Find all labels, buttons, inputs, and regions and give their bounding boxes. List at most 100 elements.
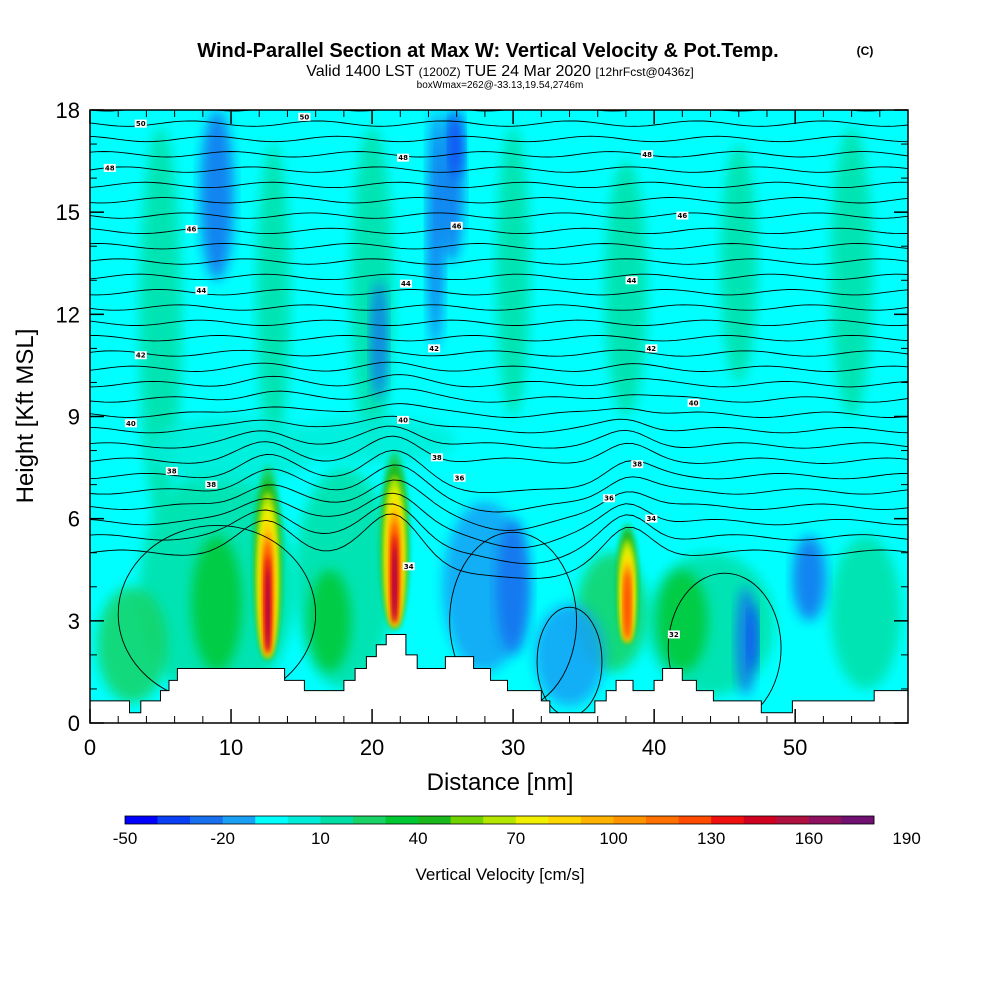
subtitle-valid: Valid 1400 LST: [306, 63, 414, 80]
contour-label-23: 34: [645, 514, 658, 523]
contour-label-12: 42: [428, 344, 441, 353]
colorbar-tick-8: 190: [892, 829, 920, 848]
colorbar-swatch-20: [776, 816, 810, 824]
contour-label-4: 48: [641, 150, 654, 159]
colorbar-swatch-9: [418, 816, 451, 824]
colorbar-swatch-6: [320, 816, 354, 824]
contour-label-bg-2: [103, 163, 116, 172]
theta-contour-20: [90, 243, 908, 250]
theta-contour-11: [90, 374, 908, 388]
colorbar-tick-3: 40: [409, 829, 428, 848]
contour-label-bg-7: [676, 211, 689, 220]
contour-label-bg-19: [430, 453, 443, 462]
contour-label-text-15: 40: [398, 416, 408, 424]
updraft-core-0: [253, 466, 282, 660]
contour-label-24: 34: [402, 562, 415, 571]
contour-label-text-23: 34: [646, 515, 656, 523]
contour-label-13: 42: [645, 344, 658, 353]
contour-label-bg-3: [397, 153, 410, 162]
colorbar-swatch-11: [483, 816, 517, 824]
contour-label-text-8: 44: [197, 287, 207, 295]
contour-label-bg-1: [298, 112, 311, 121]
colorbar-swatch-4: [255, 816, 289, 824]
field-blob-9: [139, 127, 182, 519]
contour-label-text-10: 44: [627, 277, 637, 285]
contour-label-text-17: 38: [167, 467, 177, 475]
contour-labels: 50 50 48 48 48 46 46 46 44 44 44 42 42 42 40 40 40 38 38 38…: [103, 112, 700, 639]
colorbar-swatch-17: [678, 816, 712, 824]
theta-contour-8: [90, 415, 908, 434]
colorbar: -50 -20 10 40 70 100 130 160 190: [113, 815, 921, 848]
plot-area: 50 50 48 48 48 46 46 46 44 44 44 42 42 42 40 40 40 38 38 38…: [90, 110, 908, 723]
contour-label-text-6: 46: [452, 222, 462, 230]
contour-label-text-25: 32: [669, 631, 679, 639]
field-blob-3: [191, 535, 243, 672]
y-tick-label-1: 3: [68, 609, 80, 634]
velocity-field: [97, 110, 901, 706]
colorbar-swatch-15: [613, 816, 647, 824]
contour-label-bg-16: [687, 398, 700, 407]
theta-contour-27: [90, 135, 908, 143]
field-blob-15: [256, 144, 291, 451]
field-blob-4: [308, 569, 351, 672]
contour-label-text-21: 36: [455, 474, 465, 482]
colorbar-swatch-14: [580, 816, 614, 824]
contour-label-bg-15: [397, 415, 410, 424]
field-blob-22: [747, 603, 758, 672]
theta-contour-10: [90, 388, 908, 403]
contour-label-bg-14: [124, 419, 137, 428]
contour-label-text-24: 34: [404, 563, 414, 571]
field-blob-2: [97, 586, 168, 703]
field-blob-13: [720, 144, 758, 383]
field-blob-20: [496, 518, 531, 655]
contour-label-0: 50: [134, 119, 147, 128]
colorbar-swatch-22: [841, 816, 875, 824]
field-blob-11: [496, 127, 531, 417]
colorbar-swatch-13: [548, 816, 582, 824]
contour-label-25: 32: [667, 630, 680, 639]
contour-label-21: 36: [453, 473, 466, 482]
contour-label-7: 46: [676, 211, 689, 220]
contour-label-bg-8: [195, 286, 208, 295]
x-tick-label-5: 50: [783, 735, 807, 760]
field-blob-12: [604, 161, 648, 417]
contour-label-14: 40: [124, 419, 137, 428]
x-tick-label-2: 20: [360, 735, 384, 760]
colorbar-swatch-5: [287, 816, 321, 824]
contour-label-10: 44: [625, 276, 638, 285]
colorbar-swatch-18: [711, 816, 745, 824]
contour-label-text-7: 46: [677, 212, 687, 220]
updraft-core-1: [380, 452, 409, 630]
theta-contour-21: [90, 227, 908, 235]
field-blob-16: [287, 416, 457, 465]
field-blob-27: [427, 110, 444, 349]
colorbar-swatch-7: [352, 816, 386, 824]
colorbar-tick-2: 10: [311, 829, 330, 848]
colorbar-swatch-19: [743, 816, 777, 824]
colorbar-swatch-21: [808, 816, 842, 824]
colorbar-tick-1: -20: [210, 829, 235, 848]
contour-label-bg-5: [185, 225, 198, 234]
colorbar-swatch-12: [515, 816, 549, 824]
colorbar-swatch-0: [125, 816, 158, 824]
contour-label-6: 46: [450, 221, 463, 230]
contour-label-18: 38: [205, 480, 218, 489]
contour-label-bg-13: [645, 344, 658, 353]
contour-label-bg-11: [134, 351, 147, 360]
updraft-cores: [253, 452, 638, 660]
theta-contour-14: [90, 334, 908, 342]
chart-title-mark: (C): [857, 44, 874, 58]
theta-contour-17: [90, 289, 908, 296]
contour-label-9: 44: [399, 279, 412, 288]
x-axis-label: Distance [nm]: [427, 769, 574, 796]
contour-label-22: 36: [603, 494, 616, 503]
theta-contour-13: [90, 349, 908, 357]
contour-label-text-5: 46: [187, 226, 197, 234]
contour-label-text-0: 50: [136, 120, 146, 128]
subtitle-utc: (1200Z): [419, 65, 461, 79]
contour-label-bg-0: [134, 119, 147, 128]
colorbar-frame: [124, 815, 875, 825]
field-blob-25: [200, 110, 234, 281]
contour-label-text-1: 50: [299, 113, 309, 121]
